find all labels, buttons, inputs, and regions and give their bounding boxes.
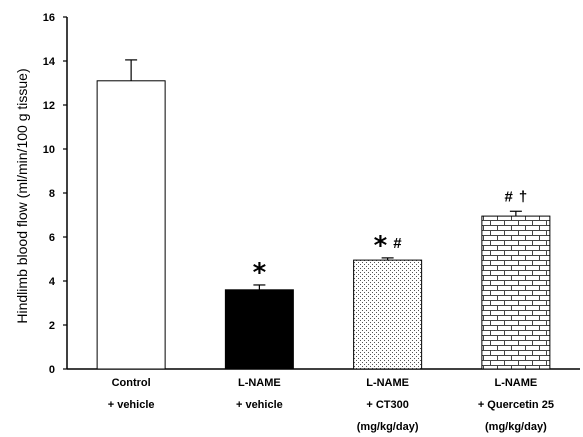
bar [353, 259, 423, 370]
bars [96, 59, 551, 370]
y-tick-label: 6 [49, 232, 55, 244]
category-label: L-NAME [494, 377, 537, 389]
significance-label: * # [374, 231, 403, 261]
category-labels: Control + vehicle L-NAME + vehicle L-NAME + C… [108, 377, 554, 433]
significance-label: # † [505, 188, 528, 205]
y-tick-label: 8 [49, 188, 55, 200]
bar [96, 80, 166, 370]
y-tick-label: 10 [43, 144, 55, 156]
y-axis-label: Hindlimb blood flow (ml/min/100 g tissue… [14, 68, 30, 323]
y-tick-label: 0 [49, 364, 55, 376]
category-label: Control [112, 377, 151, 389]
y-tick-label: 14 [43, 56, 56, 68]
category-label: + Quercetin 25 [478, 399, 554, 411]
y-tick-label: 12 [43, 100, 55, 112]
bar [224, 289, 294, 370]
category-label: + vehicle [236, 399, 283, 411]
category-label: (mg/kg/day) [485, 421, 547, 433]
y-tick-label: 16 [43, 12, 55, 24]
category-label: L-NAME [366, 377, 409, 389]
significance-annotations: * * # # † [253, 188, 528, 288]
category-label: + CT300 [366, 399, 409, 411]
y-tick-label: 4 [49, 276, 56, 288]
y-tick-label: 2 [49, 320, 55, 332]
category-label: (mg/kg/day) [357, 421, 419, 433]
category-label: + vehicle [108, 399, 155, 411]
significance-label: * [253, 258, 267, 288]
bar [481, 215, 551, 370]
category-label: L-NAME [238, 377, 281, 389]
